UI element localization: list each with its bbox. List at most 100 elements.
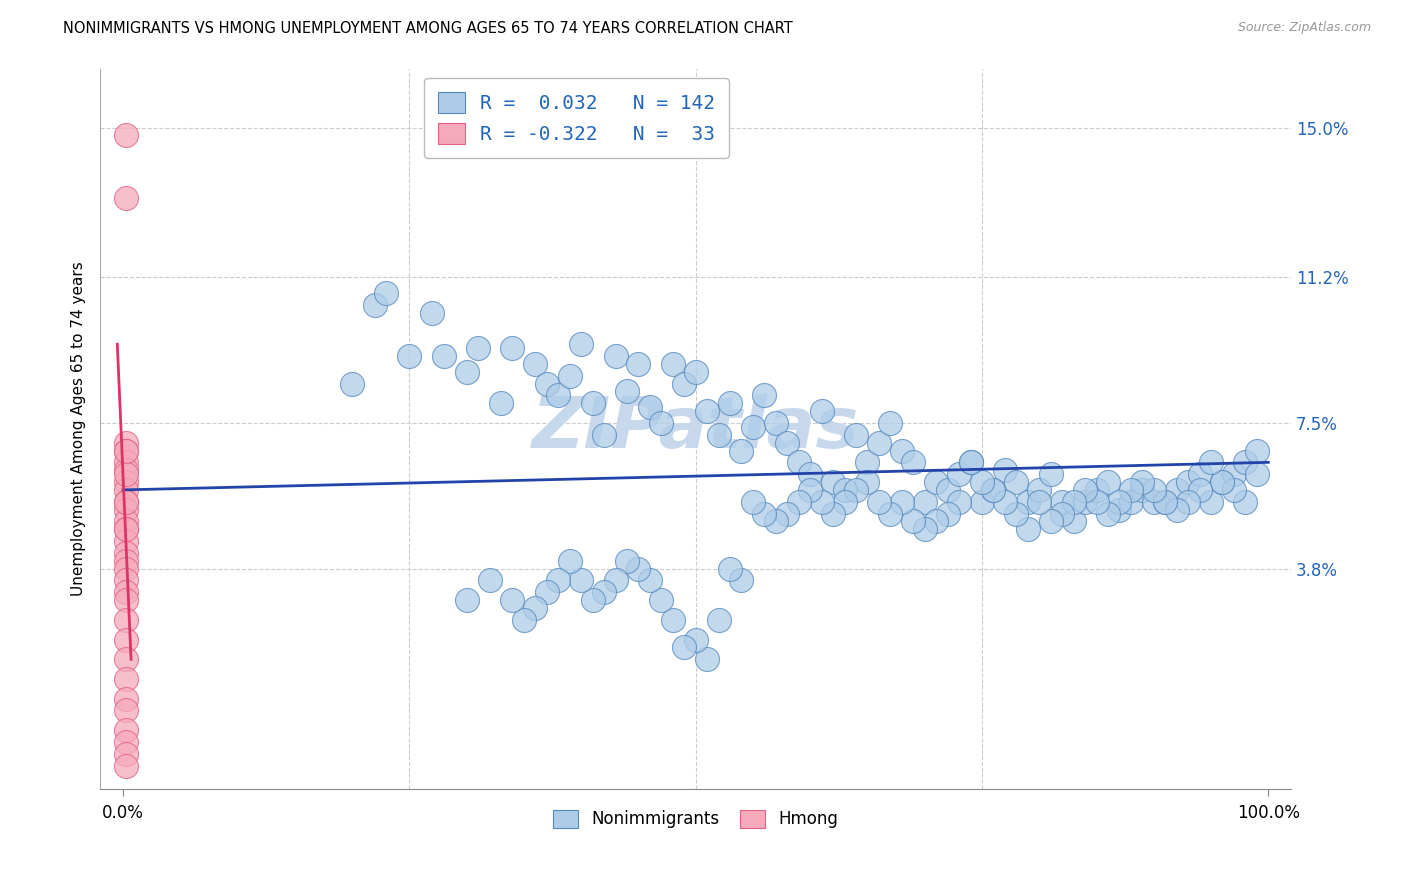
Point xyxy=(948,467,970,482)
Point xyxy=(948,494,970,508)
Point xyxy=(868,435,890,450)
Point xyxy=(115,475,138,489)
Point xyxy=(340,376,363,391)
Point xyxy=(558,368,581,383)
Point xyxy=(742,420,765,434)
Text: ZIPatlas: ZIPatlas xyxy=(531,394,859,463)
Point xyxy=(115,494,138,508)
Point xyxy=(115,192,138,206)
Point xyxy=(1234,455,1257,469)
Point xyxy=(718,396,741,410)
Point xyxy=(581,593,603,607)
Point xyxy=(1199,494,1222,508)
Point xyxy=(1223,467,1246,482)
Point xyxy=(936,507,959,521)
Point xyxy=(1246,443,1268,458)
Point xyxy=(115,522,138,536)
Point xyxy=(524,357,547,371)
Point xyxy=(115,467,138,482)
Point xyxy=(903,455,925,469)
Point xyxy=(754,507,776,521)
Point xyxy=(593,585,616,599)
Y-axis label: Unemployment Among Ages 65 to 74 years: Unemployment Among Ages 65 to 74 years xyxy=(72,261,86,596)
Point xyxy=(467,341,489,355)
Point xyxy=(730,443,752,458)
Point xyxy=(959,455,981,469)
Point xyxy=(115,443,138,458)
Point xyxy=(1119,494,1142,508)
Point xyxy=(1234,494,1257,508)
Point xyxy=(903,515,925,529)
Point xyxy=(115,502,138,516)
Point xyxy=(650,416,672,430)
Point xyxy=(823,475,845,489)
Point xyxy=(1097,507,1119,521)
Point xyxy=(1246,467,1268,482)
Point xyxy=(1039,467,1062,482)
Point xyxy=(1166,502,1188,516)
Point xyxy=(650,593,672,607)
Point xyxy=(420,306,443,320)
Point xyxy=(970,494,993,508)
Point xyxy=(115,546,138,560)
Point xyxy=(1143,483,1166,497)
Point xyxy=(1108,502,1130,516)
Point xyxy=(558,554,581,568)
Point xyxy=(115,735,138,749)
Point xyxy=(868,494,890,508)
Point xyxy=(1188,483,1211,497)
Point xyxy=(115,723,138,738)
Point xyxy=(1074,483,1097,497)
Point xyxy=(994,494,1017,508)
Point xyxy=(823,507,845,521)
Point xyxy=(627,562,650,576)
Point xyxy=(1130,483,1153,497)
Point xyxy=(398,349,420,363)
Point xyxy=(661,357,683,371)
Point xyxy=(765,416,787,430)
Point xyxy=(513,613,536,627)
Point xyxy=(115,522,138,536)
Point xyxy=(115,585,138,599)
Point xyxy=(638,401,661,415)
Point xyxy=(478,574,501,588)
Text: NONIMMIGRANTS VS HMONG UNEMPLOYMENT AMONG AGES 65 TO 74 YEARS CORRELATION CHART: NONIMMIGRANTS VS HMONG UNEMPLOYMENT AMON… xyxy=(63,21,793,36)
Point xyxy=(364,298,387,312)
Point xyxy=(456,593,478,607)
Point xyxy=(673,376,696,391)
Point xyxy=(115,494,138,508)
Point xyxy=(959,455,981,469)
Point xyxy=(1017,494,1039,508)
Point xyxy=(1017,522,1039,536)
Point xyxy=(536,585,558,599)
Point xyxy=(1074,494,1097,508)
Point xyxy=(1085,494,1108,508)
Point xyxy=(983,483,1005,497)
Point xyxy=(605,574,627,588)
Point xyxy=(569,337,592,351)
Point xyxy=(569,574,592,588)
Point xyxy=(456,365,478,379)
Point xyxy=(661,613,683,627)
Point xyxy=(776,435,799,450)
Point xyxy=(776,507,799,521)
Point xyxy=(593,427,616,442)
Point xyxy=(115,652,138,666)
Point xyxy=(1050,507,1073,521)
Point xyxy=(696,404,718,418)
Point xyxy=(501,341,523,355)
Point xyxy=(1108,494,1130,508)
Point xyxy=(1154,494,1177,508)
Point xyxy=(115,613,138,627)
Point xyxy=(1154,494,1177,508)
Point xyxy=(834,494,856,508)
Point xyxy=(787,455,810,469)
Point xyxy=(810,404,832,418)
Point xyxy=(1028,483,1050,497)
Point xyxy=(1005,507,1028,521)
Point xyxy=(1143,494,1166,508)
Point xyxy=(856,455,879,469)
Point xyxy=(845,427,868,442)
Point xyxy=(115,515,138,529)
Point xyxy=(718,562,741,576)
